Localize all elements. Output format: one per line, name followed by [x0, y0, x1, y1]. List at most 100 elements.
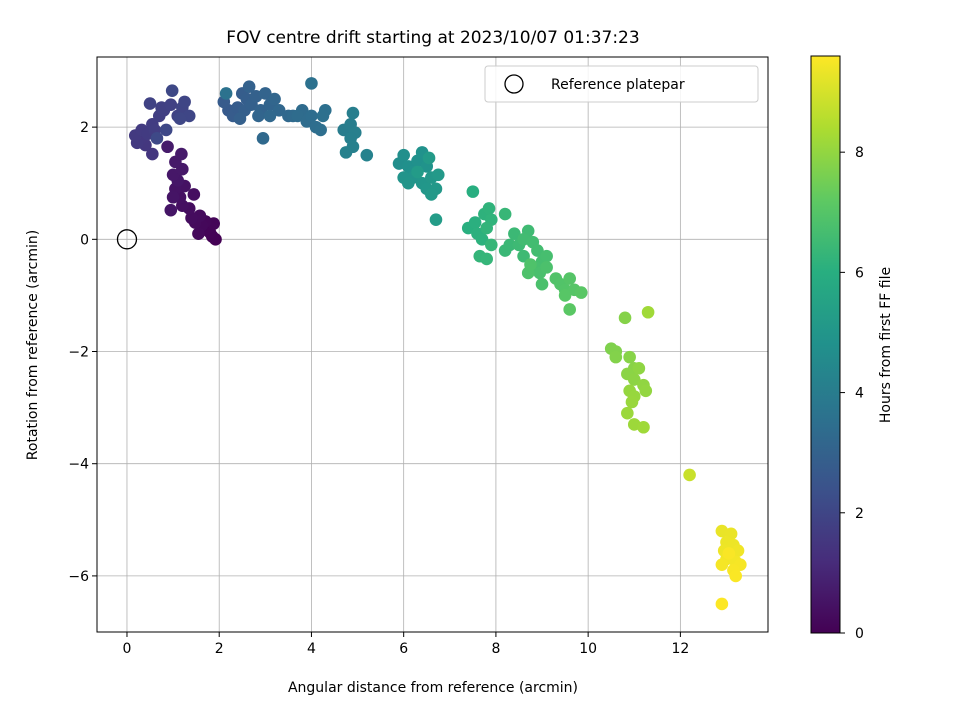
- y-tick-label: −6: [68, 569, 89, 585]
- y-axis-label: Rotation from reference (arcmin): [25, 230, 41, 460]
- data-point: [621, 406, 634, 420]
- data-point: [609, 350, 623, 364]
- data-point: [729, 569, 743, 583]
- data-point: [540, 261, 553, 274]
- data-point: [166, 190, 180, 204]
- data-point: [143, 97, 157, 110]
- data-point: [480, 221, 493, 235]
- data-point: [242, 80, 256, 94]
- reference-platepar-marker: [116, 229, 138, 250]
- legend-entry: Reference platepar: [551, 77, 685, 93]
- data-point: [639, 384, 653, 398]
- data-point: [540, 249, 553, 263]
- legend-marker-circle: [504, 74, 524, 94]
- data-point: [360, 148, 374, 162]
- data-point: [480, 252, 493, 266]
- y-axis-ticks: −6 −4 −2 0 2: [68, 120, 97, 585]
- data-point: [272, 103, 286, 117]
- x-tick-label: 10: [579, 641, 597, 657]
- chart-title: FOV centre drift starting at 2023/10/07 …: [226, 28, 639, 48]
- data-point: [166, 168, 180, 182]
- data-point: [305, 77, 318, 90]
- axes-frame: [96, 56, 769, 633]
- data-point: [397, 148, 410, 162]
- data-point: [641, 305, 655, 319]
- colorbar-ticks: 0 2 4 6 8: [840, 145, 864, 642]
- colorbar-tick-label: 6: [855, 265, 864, 281]
- data-point: [263, 109, 277, 123]
- data-point: [159, 123, 173, 137]
- y-tick-label: −4: [68, 457, 89, 473]
- data-point: [531, 244, 544, 257]
- data-point: [259, 87, 272, 100]
- data-point: [715, 558, 729, 571]
- x-tick-label: 4: [307, 641, 316, 657]
- legend-box: [484, 65, 759, 103]
- data-point: [150, 132, 164, 145]
- data-point: [401, 176, 415, 190]
- colorbar-tick-label: 2: [855, 506, 864, 522]
- data-point: [563, 303, 576, 316]
- data-point: [618, 311, 632, 325]
- scatter-points: [128, 77, 747, 611]
- legend: Reference platepar: [484, 65, 759, 103]
- reference-marker: [116, 229, 138, 250]
- data-point: [425, 188, 438, 201]
- data-point: [164, 203, 178, 217]
- data-point: [722, 547, 736, 560]
- data-point: [535, 277, 549, 291]
- data-point: [475, 233, 489, 246]
- data-point: [558, 289, 572, 302]
- data-point: [574, 286, 588, 299]
- data-point: [268, 92, 281, 106]
- data-point: [256, 132, 270, 145]
- x-tick-label: 8: [491, 641, 500, 657]
- data-point: [683, 468, 696, 482]
- data-point: [185, 211, 198, 225]
- data-point: [291, 109, 304, 123]
- data-point: [484, 238, 498, 252]
- data-point: [498, 207, 512, 221]
- data-point: [219, 87, 233, 100]
- data-point: [429, 213, 443, 226]
- x-axis-label: Angular distance from reference (arcmin): [288, 680, 578, 696]
- data-point: [422, 151, 436, 165]
- data-point: [482, 202, 496, 215]
- data-point: [524, 258, 537, 271]
- colorbar-tick-label: 0: [855, 626, 864, 642]
- data-point: [178, 95, 191, 109]
- data-point: [192, 227, 205, 241]
- data-point: [346, 106, 360, 120]
- x-tick-label: 6: [399, 641, 408, 657]
- data-point: [161, 140, 174, 154]
- data-point: [316, 109, 330, 123]
- data-point: [468, 216, 482, 229]
- x-axis-ticks: 0 2 4 6 8 10 12: [123, 632, 689, 657]
- data-point: [503, 238, 517, 252]
- data-point: [164, 98, 178, 111]
- data-point: [411, 165, 424, 179]
- x-tick-label: 2: [215, 641, 224, 657]
- colorbar-label: Hours from first FF file: [878, 267, 894, 423]
- x-tick-label: 12: [671, 641, 689, 657]
- data-point: [715, 597, 729, 611]
- colorbar-tick-label: 8: [855, 145, 864, 161]
- data-point: [252, 109, 265, 123]
- data-point: [508, 227, 521, 241]
- data-point: [627, 373, 641, 386]
- data-point: [623, 350, 636, 364]
- data-point: [146, 147, 159, 161]
- data-point: [173, 112, 187, 126]
- data-point: [175, 147, 188, 161]
- colorbar: [810, 55, 841, 634]
- data-point: [517, 249, 530, 263]
- data-point: [314, 123, 327, 137]
- data-point: [339, 146, 353, 159]
- data-point: [165, 84, 179, 97]
- grid: [97, 57, 768, 632]
- data-point: [563, 272, 576, 285]
- data-point: [187, 188, 201, 201]
- data-point: [431, 168, 445, 182]
- data-point: [632, 362, 646, 375]
